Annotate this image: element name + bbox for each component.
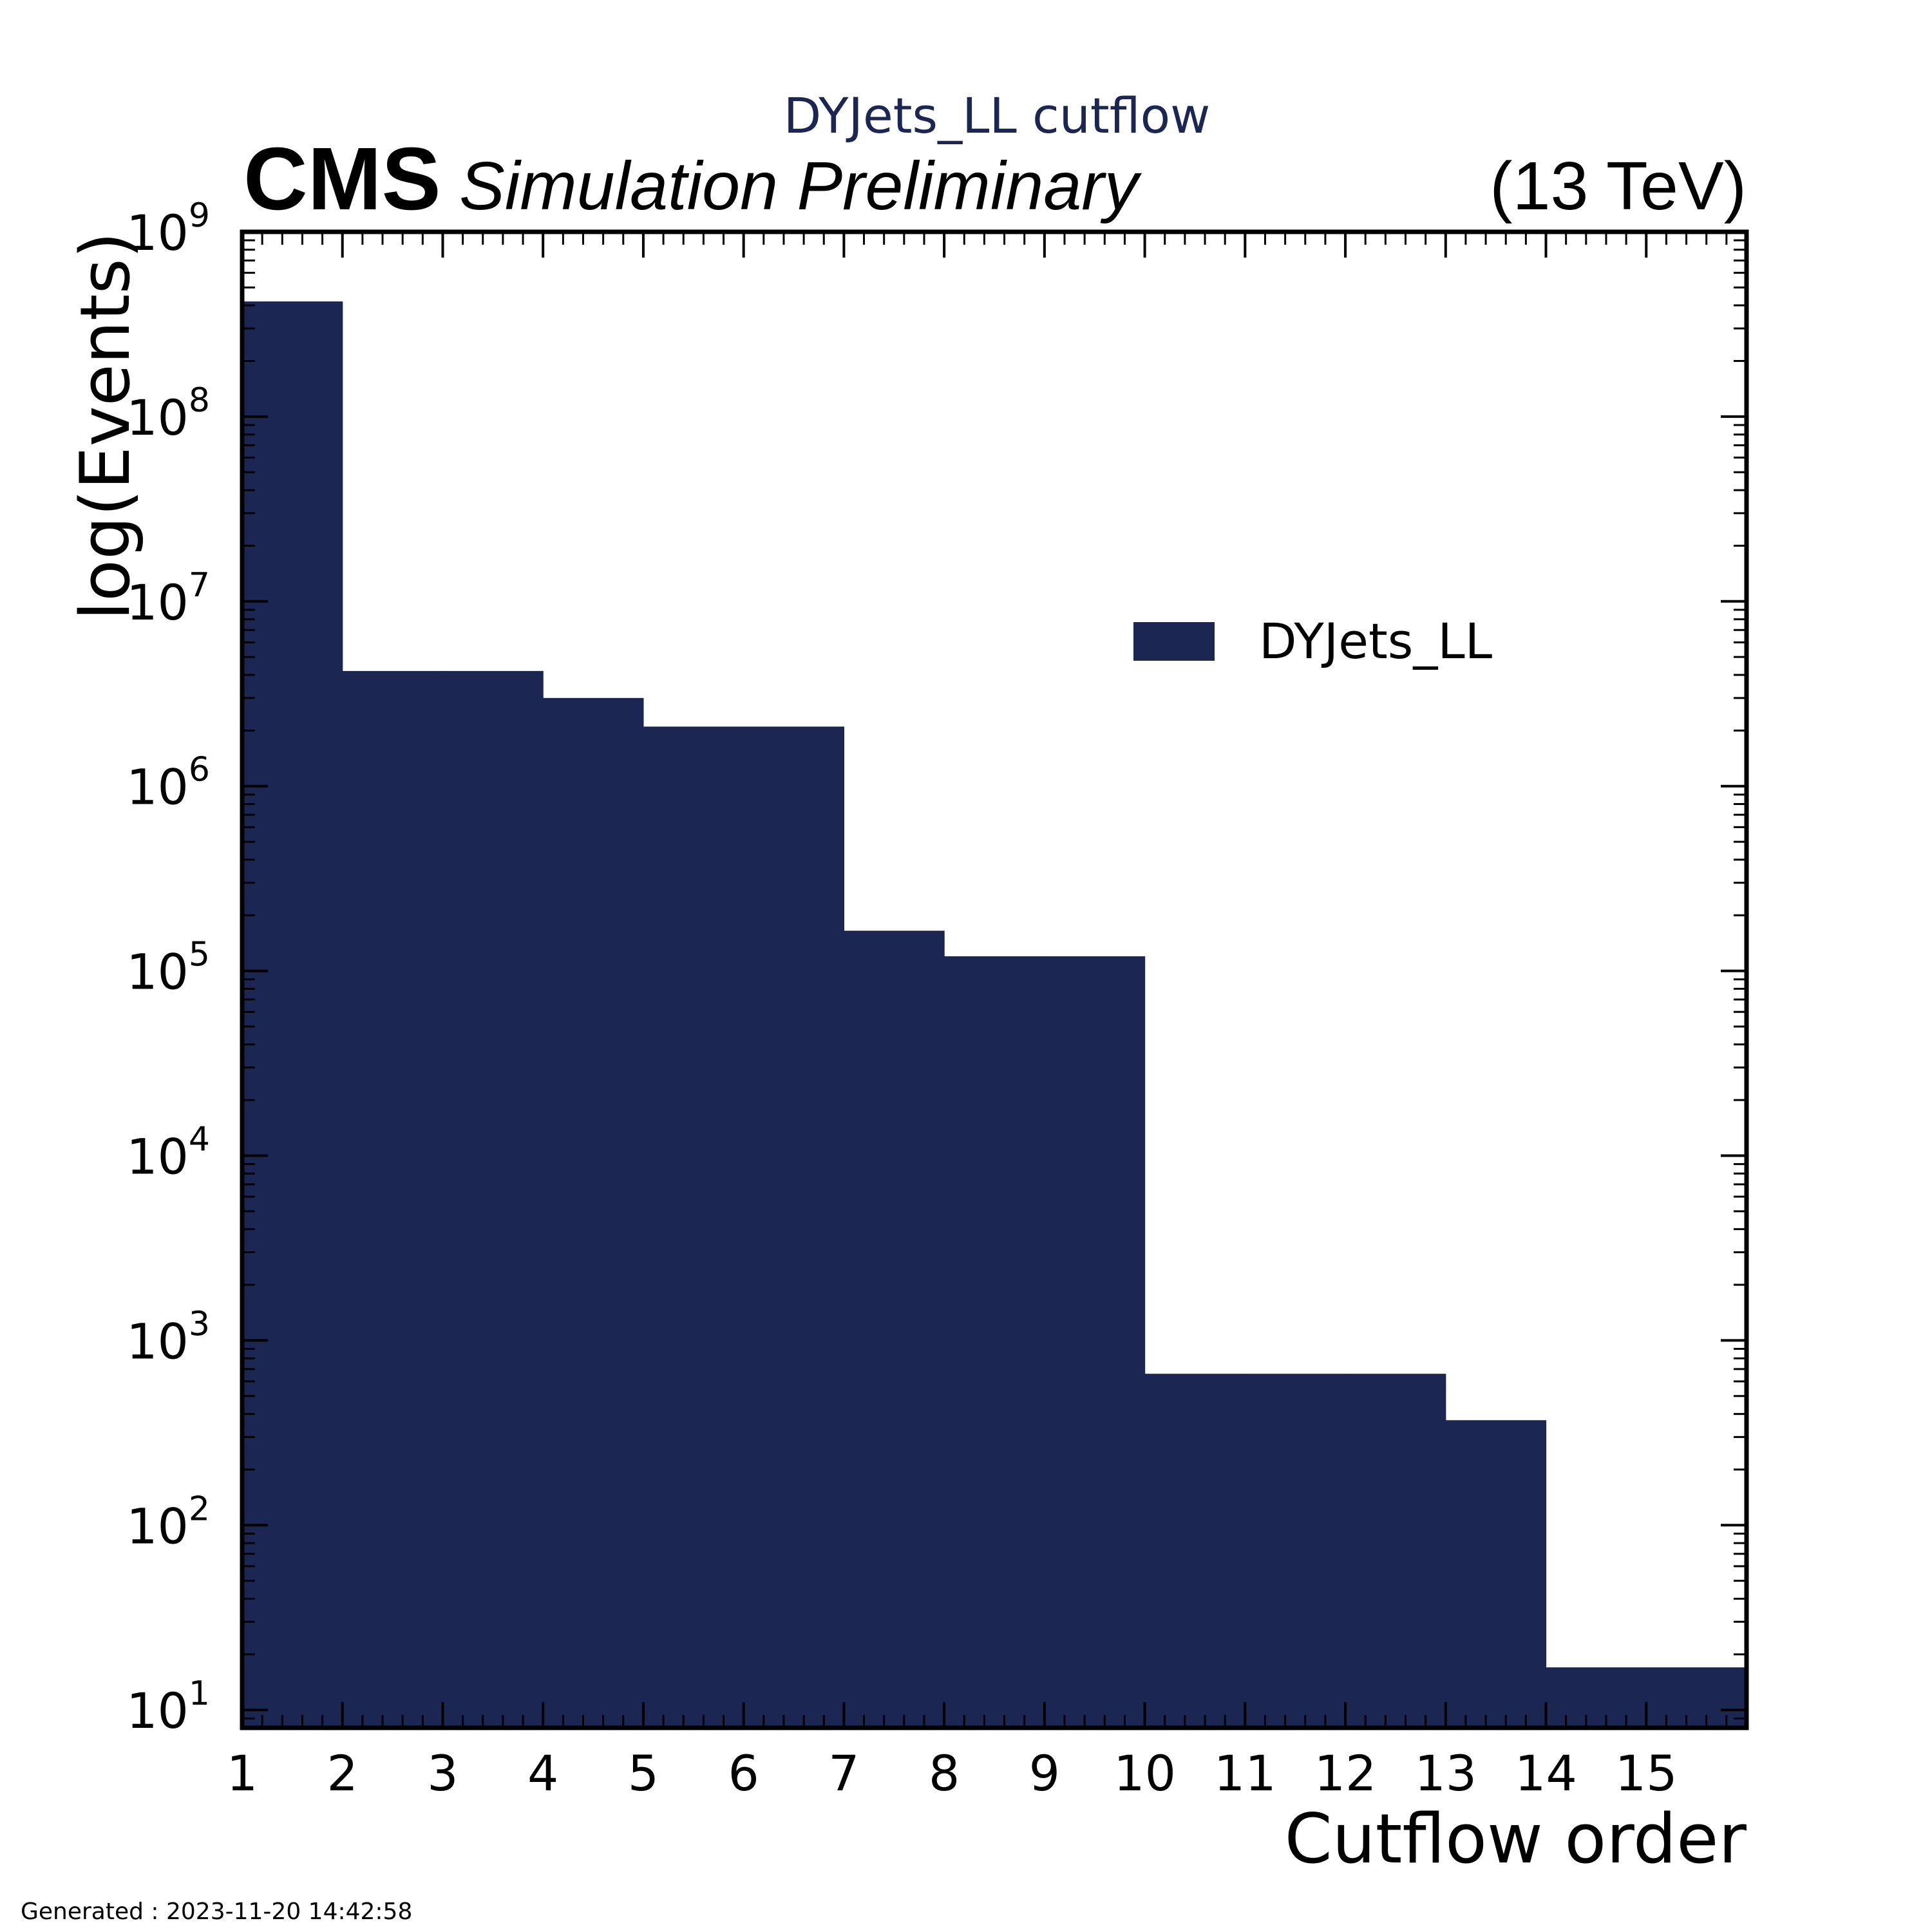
y-tick-base: 10 xyxy=(126,1128,189,1185)
histogram-bars xyxy=(242,301,1747,1728)
y-tick-base: 10 xyxy=(126,204,189,261)
x-tick-label: 9 xyxy=(1029,1745,1060,1802)
bar-bin-15 xyxy=(1646,1667,1747,1728)
y-tick-base: 10 xyxy=(126,1497,189,1555)
y-tick-label: 102 xyxy=(126,1490,210,1555)
bar-bin-3 xyxy=(442,670,544,1728)
y-tick-exponent: 1 xyxy=(189,1674,210,1713)
x-tick-label: 3 xyxy=(427,1745,458,1802)
bar-bin-11 xyxy=(1245,1374,1346,1728)
legend-label: DYJets_LL xyxy=(1259,612,1492,670)
y-tick-label: 105 xyxy=(126,936,210,1001)
bar-bin-4 xyxy=(543,697,644,1728)
bar-bin-1 xyxy=(242,301,343,1728)
x-tick-label: 15 xyxy=(1615,1745,1678,1802)
bar-bin-2 xyxy=(342,670,444,1728)
bar-bin-9 xyxy=(1044,956,1146,1728)
x-tick-label: 13 xyxy=(1414,1745,1477,1802)
y-tick-base: 10 xyxy=(126,389,189,446)
y-tick-exponent: 9 xyxy=(189,196,210,235)
x-tick-label: 6 xyxy=(728,1745,759,1802)
chart-title: DYJets_LL cutflow xyxy=(784,87,1210,144)
x-axis-label: Cutflow order xyxy=(1285,1799,1747,1879)
y-tick-label: 101 xyxy=(126,1674,210,1739)
y-tick-label: 103 xyxy=(126,1305,210,1370)
bar-bin-7 xyxy=(844,931,945,1728)
bar-bin-13 xyxy=(1445,1420,1547,1728)
y-tick-label: 109 xyxy=(126,196,210,261)
cms-label: CMS xyxy=(243,129,441,229)
x-tick-label: 2 xyxy=(327,1745,358,1802)
y-tick-label: 104 xyxy=(126,1120,210,1185)
legend: DYJets_LL xyxy=(1133,612,1492,670)
bar-bin-10 xyxy=(1144,1374,1245,1728)
y-tick-base: 10 xyxy=(126,759,189,816)
y-tick-exponent: 7 xyxy=(189,566,210,605)
y-tick-exponent: 3 xyxy=(189,1305,210,1343)
y-tick-base: 10 xyxy=(126,943,189,1001)
y-tick-exponent: 5 xyxy=(189,936,210,974)
x-tick-label: 5 xyxy=(628,1745,659,1802)
cms-header: CMS Simulation Preliminary xyxy=(243,129,1142,229)
y-tick-label: 107 xyxy=(126,566,210,631)
x-tick-labels: 1 2 3 4 5 6 7 8 9 10 11 12 13 14 15 xyxy=(227,1745,1678,1802)
y-axis-label: log(Events) xyxy=(66,232,145,620)
y-tick-base: 10 xyxy=(126,574,189,631)
y-tick-exponent: 2 xyxy=(189,1490,210,1528)
bar-bin-8 xyxy=(944,956,1045,1728)
legend-swatch xyxy=(1133,622,1215,661)
x-tick-label: 8 xyxy=(929,1745,960,1802)
y-tick-exponent: 4 xyxy=(189,1120,210,1159)
bar-bin-6 xyxy=(743,726,844,1728)
x-tick-label: 14 xyxy=(1515,1745,1577,1802)
plot-frame xyxy=(240,229,1749,1730)
bar-bin-12 xyxy=(1345,1374,1446,1728)
y-tick-base: 10 xyxy=(126,1312,189,1370)
x-tick-label: 4 xyxy=(527,1745,558,1802)
y-tick-exponent: 6 xyxy=(189,751,210,790)
y-tick-label: 108 xyxy=(126,381,210,446)
status-label: Simulation Preliminary xyxy=(459,148,1142,224)
x-tick-label: 10 xyxy=(1113,1745,1176,1802)
x-tick-label: 12 xyxy=(1314,1745,1377,1802)
bar-bin-14 xyxy=(1546,1667,1647,1728)
y-tick-exponent: 8 xyxy=(189,381,210,420)
x-tick-label: 7 xyxy=(828,1745,859,1802)
x-tick-label: 11 xyxy=(1214,1745,1276,1802)
bar-bin-5 xyxy=(643,726,744,1728)
y-tick-base: 10 xyxy=(126,1682,189,1739)
y-tick-label: 106 xyxy=(126,751,210,816)
energy-label: (13 TeV) xyxy=(1490,148,1747,224)
generated-timestamp: Generated : 2023-11-20 14:42:58 xyxy=(21,1899,412,1925)
x-tick-label: 1 xyxy=(227,1745,258,1802)
